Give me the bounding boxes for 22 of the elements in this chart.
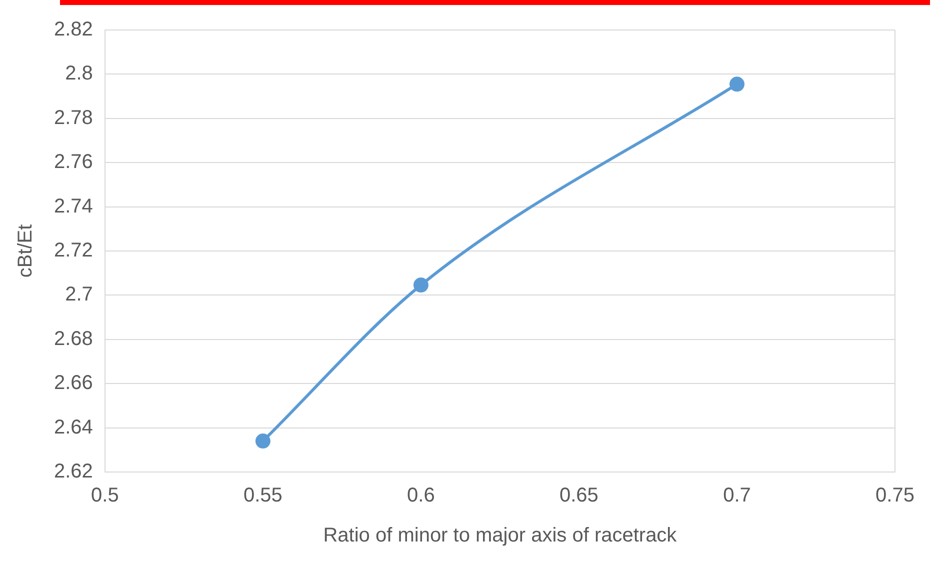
- y-tick-label: 2.78: [54, 106, 93, 129]
- y-axis-title: cBt/Et: [14, 224, 37, 278]
- y-tick-label: 2.76: [54, 151, 93, 174]
- y-tick-label: 2.66: [54, 372, 93, 394]
- y-tick-label: 2.8: [65, 62, 93, 85]
- x-tick-label: 0.5: [91, 484, 119, 507]
- point: [255, 434, 270, 449]
- x-tick-label: 0.7: [723, 484, 751, 507]
- y-tick-label: 2.68: [54, 328, 93, 350]
- y-tick-label: 2.72: [54, 240, 93, 262]
- point: [413, 278, 428, 293]
- y-tick-label: 2.82: [54, 18, 93, 41]
- y-tick-label: 2.64: [54, 416, 93, 438]
- y-tick-label: 2.7: [65, 284, 93, 306]
- y-tick-label: 2.62: [54, 460, 93, 483]
- x-tick-label: 0.75: [876, 484, 914, 507]
- x-tick-label: 0.55: [243, 484, 282, 507]
- y-tick-label: 2.74: [54, 195, 93, 218]
- x-tick-label: 0.65: [560, 484, 598, 507]
- x-tick-label: 0.6: [407, 484, 435, 507]
- point: [729, 76, 744, 92]
- x-axis-title: Ratio of minor to major axis of racetrack: [323, 524, 678, 547]
